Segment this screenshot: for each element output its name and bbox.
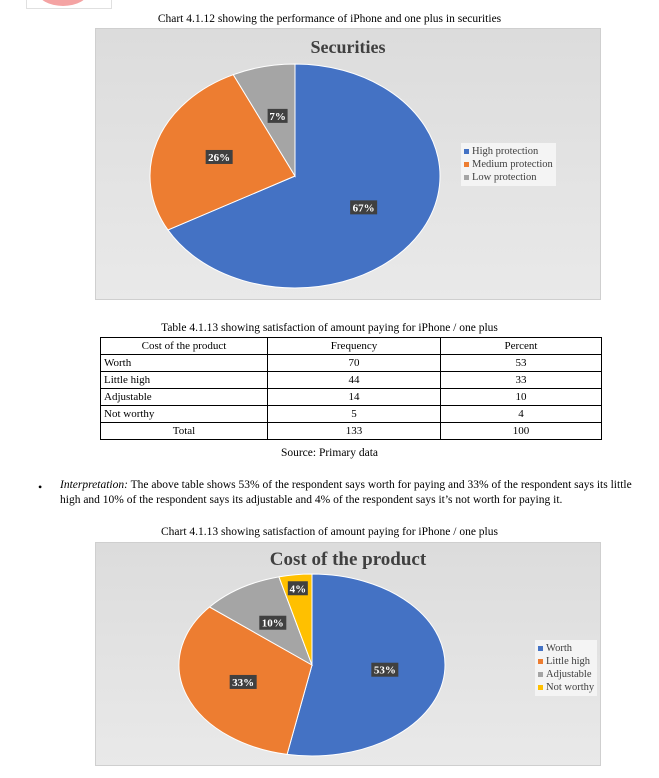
table-cell: Total [100, 422, 268, 440]
svg-text:33%: 33% [232, 677, 254, 689]
table-header-cell: Cost of the product [100, 337, 268, 355]
table-cell: 4 [440, 405, 602, 423]
chart1-slice-low-protection [232, 63, 296, 178]
table-header-row: Cost of the product Frequency Percent [100, 337, 602, 355]
table-cell: 53 [440, 354, 602, 372]
svg-text:67%: 67% [353, 202, 375, 214]
chart1-legend-label: Medium protection [472, 159, 553, 170]
chart1-legend-swatch [464, 149, 469, 154]
chart1-pie: 67% 26% 7% [149, 63, 441, 289]
chart2-legend-swatch [538, 685, 543, 690]
interpretation-paragraph: Interpretation: The above table shows 53… [60, 478, 646, 508]
chart2-data-label: 10% [259, 615, 287, 630]
chart1-legend-item: Low protection [464, 171, 553, 184]
table-cell: 44 [267, 371, 441, 389]
table-header-cell: Frequency [267, 337, 441, 355]
table-caption: Table 4.1.13 showing satisfaction of amo… [161, 322, 498, 334]
chart2-legend-swatch [538, 659, 543, 664]
chart1-title: Securities [310, 37, 386, 57]
chart2-slice-not-worthy [278, 573, 313, 666]
table-row: Not worthy 5 4 [100, 405, 602, 423]
table-row: Worth 70 53 [100, 354, 602, 372]
chart2-area: Cost of the product 53% 33% 10% 4% Worth Lit… [95, 542, 601, 766]
table-total-row: Total 133 100 [100, 422, 602, 440]
chart1-area: Securities 67% 26% 7% High protection Mediu… [95, 28, 601, 300]
table-cell: 5 [267, 405, 441, 423]
table-cell: 10 [440, 388, 602, 406]
chart2-legend-swatch [538, 646, 543, 651]
table-source: Source: Primary data [280, 447, 379, 459]
chart1-legend-swatch [464, 175, 469, 180]
chart2-legend-item: Worth [538, 642, 594, 655]
svg-text:26%: 26% [208, 152, 230, 164]
table-cell: 70 [267, 354, 441, 372]
table-cell: Little high [100, 371, 268, 389]
table-header-cell: Percent [440, 337, 602, 355]
table-cell: 100 [440, 422, 602, 440]
chart2-caption: Chart 4.1.13 showing satisfaction of amo… [161, 526, 498, 538]
chart2-pie: 53% 33% 10% 4% [178, 573, 446, 757]
chart1-slice-high-protection [167, 63, 441, 289]
chart2-legend-item: Little high [538, 655, 594, 668]
satisfaction-table: Cost of the product Frequency Percent Wo… [100, 337, 602, 440]
table-row: Little high 44 33 [100, 371, 602, 389]
chart2-legend-label: Little high [546, 656, 591, 667]
chart2-legend-label: Adjustable [546, 669, 592, 680]
chart2-data-label: 33% [229, 674, 257, 689]
chart1-legend-label: High protection [472, 146, 539, 157]
chart2-data-label: 53% [371, 662, 399, 677]
table-cell: 14 [267, 388, 441, 406]
logo-fragment [38, 0, 88, 6]
chart2-legend-label: Worth [546, 643, 572, 654]
table-row: Adjustable 14 10 [100, 388, 602, 406]
interpretation-text: The above table shows 53% of the respond… [60, 479, 632, 506]
table-cell: Not worthy [100, 405, 268, 423]
chart2-legend: Worth Little high Adjustable Not worthy [535, 640, 598, 696]
chart2-legend-swatch [538, 672, 543, 677]
chart1-data-label: 67% [350, 200, 378, 215]
chart1-data-label: 26% [205, 149, 233, 164]
chart2-title: Cost of the product [269, 549, 427, 570]
top-frame-decoration [26, 0, 112, 9]
svg-text:53%: 53% [374, 665, 396, 677]
chart2-legend-item: Adjustable [538, 668, 594, 681]
chart1-legend-item: Medium protection [464, 158, 553, 171]
svg-text:4%: 4% [290, 583, 307, 595]
chart2-data-label: 4% [287, 581, 308, 596]
chart1-legend: High protection Medium protection Low prot… [461, 143, 556, 186]
table-cell: Worth [100, 354, 268, 372]
chart1-legend-label: Low protection [472, 172, 537, 183]
table-cell: 33 [440, 371, 602, 389]
chart2-slice-worth [286, 573, 446, 757]
chart2-legend-item: Not worthy [538, 681, 594, 694]
chart1-legend-swatch [464, 162, 469, 167]
bullet-icon: • [38, 480, 43, 494]
chart1-caption: Chart 4.1.12 showing the performance of … [157, 13, 502, 25]
interpretation-label: Interpretation: [60, 479, 128, 491]
chart1-data-label: 7% [267, 108, 288, 123]
svg-text:10%: 10% [262, 618, 284, 630]
chart1-legend-item: High protection [464, 145, 553, 158]
svg-text:7%: 7% [269, 111, 286, 123]
table-cell: 133 [267, 422, 441, 440]
chart2-legend-label: Not worthy [546, 682, 595, 693]
table-cell: Adjustable [100, 388, 268, 406]
